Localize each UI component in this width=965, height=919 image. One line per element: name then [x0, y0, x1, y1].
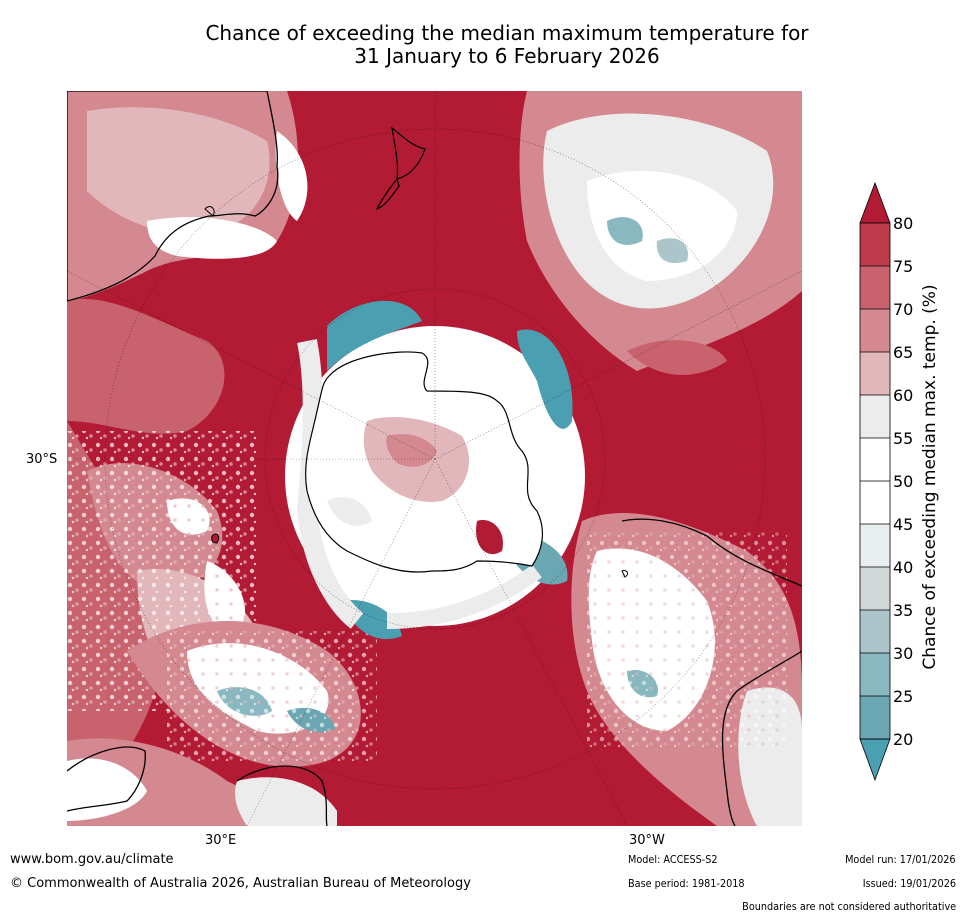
latitude-label: 30°S [26, 452, 58, 467]
legend-tick-65: 65 [893, 343, 914, 362]
longitude-label-east: 30°E [205, 833, 237, 848]
africa-region-shading [67, 738, 337, 826]
longitude-label-west: 30°W [629, 833, 665, 848]
madagascar [211, 533, 220, 544]
south-america [621, 518, 802, 826]
legend-tick-80: 80 [893, 214, 914, 233]
model-name: Model: ACCESS-S2 [628, 853, 718, 866]
graticule [67, 91, 802, 826]
base-period: Base period: 1981-2018 [628, 877, 745, 890]
chart-title-line-1: Chance of exceeding the median maximum t… [205, 21, 809, 45]
legend-tick-75: 75 [893, 257, 914, 276]
probability-map [67, 91, 802, 826]
legend-tick-25: 25 [893, 687, 914, 706]
legend-tick-60: 60 [893, 386, 914, 405]
antarctica [305, 351, 544, 573]
australia-region-shading [67, 91, 308, 301]
south-mottled-band [127, 621, 377, 767]
legend-tick-50: 50 [893, 472, 914, 491]
pacific-mottled-band [519, 91, 802, 375]
color-legend [855, 180, 895, 794]
website-link[interactable]: www.bom.gov.au/climate [10, 852, 174, 867]
legend-tick-45: 45 [893, 515, 914, 534]
legend-tick-70: 70 [893, 300, 914, 319]
southern-africa [67, 746, 328, 826]
australia [67, 91, 279, 302]
south-america-region-shading [571, 512, 802, 826]
legend-tick-35: 35 [893, 601, 914, 620]
legend-tick-55: 55 [893, 429, 914, 448]
west-mottled-band [67, 299, 259, 821]
copyright-text: © Commonwealth of Australia 2026, Austra… [10, 876, 471, 891]
legend-tick-40: 40 [893, 558, 914, 577]
issued-date: Issued: 19/01/2026 [862, 877, 956, 890]
new-zealand [375, 126, 426, 211]
chart-title-line-2: 31 January to 6 February 2026 [354, 44, 660, 68]
model-run-date: Model run: 17/01/2026 [845, 853, 956, 866]
boundaries-disclaimer: Boundaries are not considered authoritat… [742, 900, 956, 913]
legend-tick-20: 20 [893, 730, 914, 749]
legend-title: Chance of exceeding median max. temp. (%… [920, 284, 940, 670]
legend-tick-30: 30 [893, 644, 914, 663]
